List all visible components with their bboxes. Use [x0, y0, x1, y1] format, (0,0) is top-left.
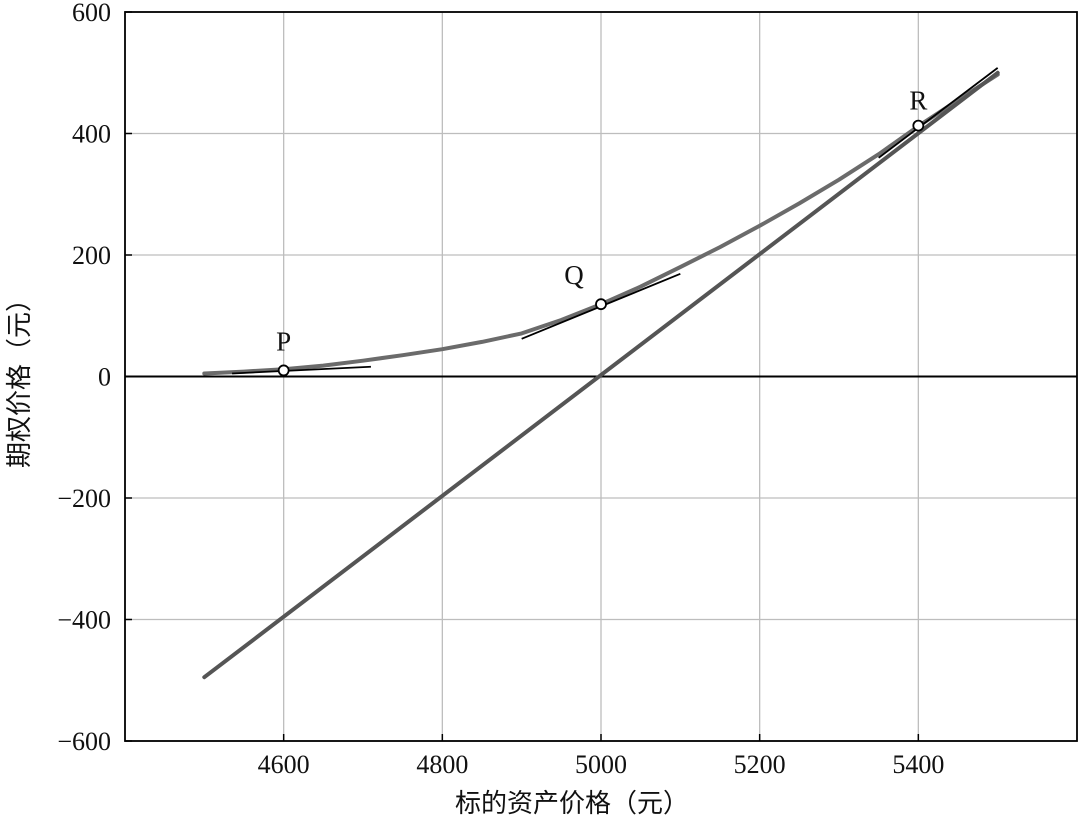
- point-r-marker: [912, 119, 925, 132]
- y-tick-label--400: −400: [57, 606, 111, 635]
- y-tick-label-200: 200: [72, 241, 111, 270]
- intrinsic-value-line: [202, 70, 1000, 680]
- x-axis-title: 标的资产价格（元）: [455, 789, 689, 819]
- y-tick-label--200: −200: [57, 484, 111, 513]
- y-tick-label--600: −600: [57, 727, 111, 756]
- x-tick-label-5200: 5200: [734, 750, 786, 779]
- y-tick-label-400: 400: [72, 120, 111, 149]
- x-tick-label-4600: 4600: [258, 750, 310, 779]
- y-tick-label-0: 0: [98, 363, 111, 392]
- x-tick-label-4800: 4800: [416, 750, 468, 779]
- marked-points: P Q R: [276, 86, 927, 377]
- tangent-line-1: [232, 365, 371, 375]
- point-p-label: P: [276, 326, 291, 356]
- y-tick-label-600: 600: [72, 0, 111, 27]
- point-p-marker: [277, 364, 290, 377]
- x-tick-label-5000: 5000: [575, 750, 627, 779]
- point-q-marker: [595, 298, 607, 311]
- tangent-line-3: [878, 67, 999, 159]
- tangent-lines: [232, 67, 999, 375]
- tick-labels: 4600 4800 5000 5200 5400 −600 −400 −200 0 200 400 6…: [57, 0, 944, 779]
- point-r-label: R: [909, 86, 927, 116]
- point-q-label: Q: [564, 260, 584, 290]
- y-axis-title: 期权价格（元）: [5, 286, 35, 468]
- x-tick-label-5400: 5400: [892, 750, 944, 779]
